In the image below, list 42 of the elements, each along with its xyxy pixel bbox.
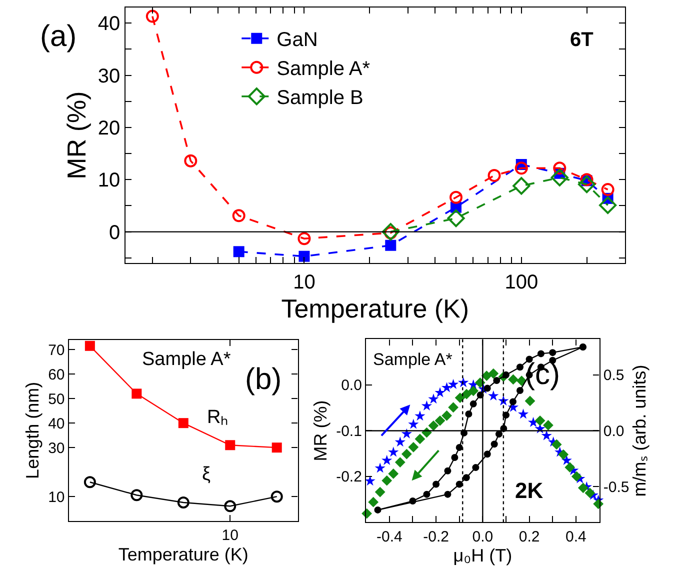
x-axis-title: Temperature (K) [118,544,248,564]
y-tick-label: 10 [98,170,120,192]
y-tick-label: 70 [48,342,65,359]
annotation: Sample A* [142,349,232,370]
x-axis-title: μ₀H (T) [453,545,512,566]
x-tick-label: 10 [222,527,238,544]
y-tick-label: 30 [98,65,120,88]
y2-tick-label: 0.5 [603,367,624,384]
y-tick-label: -0.2 [336,468,362,486]
y-tick-label: 0.0 [341,377,362,394]
x-tick-label: -0.2 [423,528,449,546]
y-axis-title: MR (%) [61,91,92,180]
series-label: ξ [202,464,211,485]
annotation: Sample A* [373,350,453,369]
y-tick-label: 60 [48,366,65,384]
annotation: 6T [570,29,594,51]
y2-tick-label: -0.5 [603,478,630,496]
x-tick-label: -0.4 [376,528,402,546]
y-tick-label: 50 [48,390,65,408]
y-tick-label: 20 [98,117,120,140]
y-axis-title: Length (nm) [22,382,42,479]
y-axis-title: MR (%) [310,400,330,462]
x-tick-label: 0.2 [518,528,540,546]
y-tick-label: 0 [109,222,120,244]
x-axis-title: Temperature (K) [281,293,470,324]
y-tick-label: 40 [48,415,65,432]
x-tick-label: 0.0 [472,528,494,546]
y-tick-label: 40 [98,13,120,36]
text: (a) [40,20,77,53]
y2-axis-title: m/mₛ (arb. units) [629,364,650,497]
annotation: 2K [515,478,544,503]
y-tick-label: -0.1 [336,422,362,440]
x-tick-label: 100 [504,271,538,294]
annotation: (b) [245,363,282,396]
legend-label: GaN [276,29,318,52]
legend-label: Sample B [276,87,364,110]
y-tick-label: 30 [48,440,65,457]
y2-tick-label: 0.0 [603,422,624,440]
series-label: Rₕ [207,407,229,428]
legend-label: Sample A* [276,58,370,80]
x-tick-label: 0.4 [566,528,586,546]
y-tick-label: 10 [48,488,65,506]
